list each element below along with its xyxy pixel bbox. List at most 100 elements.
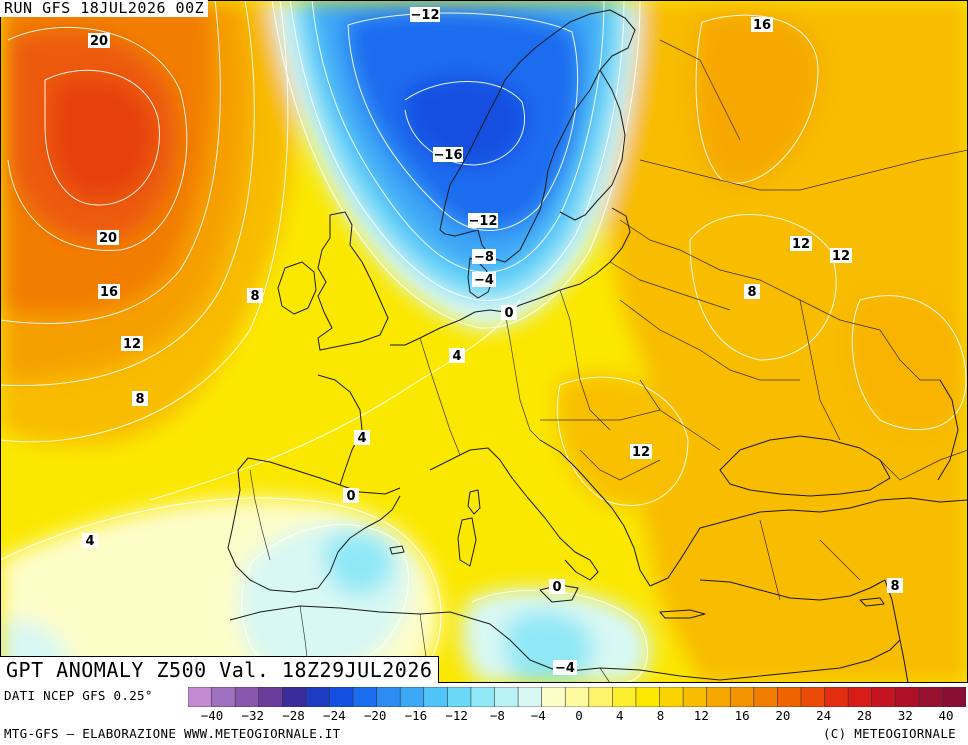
contour-label-text: 0 — [552, 580, 561, 595]
legend-tick-label: −4 — [530, 708, 546, 723]
border-8 — [619, 219, 881, 331]
legend-swatch — [706, 687, 732, 707]
coast-italy — [429, 447, 599, 581]
legend-tick-label: 20 — [775, 708, 791, 723]
contour-label-text: 8 — [747, 285, 756, 300]
legend-tick-label: 12 — [693, 708, 709, 723]
contour-label: 4 — [449, 348, 465, 364]
legend-tick-label: −20 — [363, 708, 387, 723]
field-trough-16 — [405, 76, 528, 168]
legend-swatch — [376, 687, 401, 707]
credit-line: MTG-GFS — ELABORAZIONE WWW.METEOGIORNALE… — [4, 726, 341, 741]
border-4 — [609, 261, 731, 311]
contour-label: 8 — [132, 391, 148, 407]
legend-tick-label: −12 — [445, 708, 468, 723]
border-15 — [249, 469, 271, 561]
contour-label: −12 — [468, 213, 498, 229]
field-east-16 — [694, 12, 820, 184]
contour-label: 20 — [88, 33, 110, 49]
contour-balkans — [557, 376, 689, 506]
contour-label-text: 4 — [85, 534, 94, 549]
contour-label: −4 — [553, 660, 577, 676]
contour-label-text: −16 — [434, 148, 463, 163]
coast-corsica — [467, 489, 481, 515]
contour-east-3 — [851, 295, 967, 431]
run-label: RUN GFS 18JUL2026 00Z — [0, 0, 209, 17]
contour-label-text: 0 — [504, 306, 513, 321]
contour-atlantic-1 — [44, 69, 160, 206]
contour-label: 20 — [97, 230, 119, 246]
contour-label: 8 — [744, 284, 760, 300]
contour-label-text: 12 — [632, 445, 650, 460]
contour-med-low — [471, 589, 649, 683]
legend-tick-label: 40 — [938, 708, 954, 723]
contour-label-text: 16 — [753, 18, 771, 33]
data-source: DATI NCEP GFS 0.25° — [4, 688, 153, 703]
contour-spain-low — [241, 524, 409, 673]
contour-label: 12 — [630, 444, 652, 460]
anomaly-field — [0, 0, 968, 683]
contour-zero-spain — [0, 497, 442, 683]
coast-iberia — [227, 457, 401, 593]
contour-east-1 — [695, 14, 819, 184]
legend-swatch — [564, 687, 590, 707]
border-3 — [559, 289, 611, 431]
contour-trough-1 — [404, 81, 526, 166]
legend-tick-label: 24 — [816, 708, 832, 723]
field-east-ukraine — [851, 294, 968, 430]
border-2 — [419, 337, 461, 456]
contour-label-text: 4 — [452, 349, 461, 364]
legend-tick-label: 16 — [734, 708, 750, 723]
coast-finland — [559, 69, 626, 221]
anomaly-map: 20 20 16 12 8 4 8 −12 −16 −12 −8 −4 0 4 … — [0, 0, 968, 683]
legend-swatch — [847, 687, 873, 707]
legend-swatch — [918, 687, 944, 707]
contour-label-text: 20 — [90, 34, 108, 49]
copyright: (C) METEOGIORNALE — [822, 726, 956, 741]
legend-swatch — [423, 687, 449, 707]
contour-atlantic-5 — [0, 0, 289, 443]
contour-label-text: −4 — [474, 273, 494, 288]
border-12 — [659, 39, 741, 141]
coast-norway — [439, 9, 636, 231]
legend-tick-label: 0 — [575, 708, 583, 723]
legend-swatch — [234, 687, 260, 707]
contour-label: −12 — [410, 7, 440, 23]
coast-sardinia — [457, 517, 477, 567]
contour-east-2 — [689, 214, 837, 361]
contour-label-text: −12 — [469, 214, 498, 229]
legend-swatch — [258, 687, 284, 707]
border-6 — [639, 379, 721, 451]
legend-tick-label: 4 — [616, 708, 624, 723]
legend-tick-label: −28 — [282, 708, 305, 723]
map-title: GPT ANOMALY Z500 Val. 18Z29JUL2026 — [0, 656, 440, 683]
coast-france — [317, 309, 506, 495]
contour-label-text: 4 — [357, 431, 366, 446]
legend-swatch — [777, 687, 802, 707]
contour-trough-3 — [311, 0, 605, 273]
legend-swatch — [470, 687, 496, 707]
coast-cyprus — [859, 597, 885, 607]
field-spain-neg4 — [324, 531, 393, 595]
legend-swatch — [447, 687, 472, 707]
coast-denmark — [467, 257, 493, 299]
coast-levant — [884, 579, 909, 683]
legend-swatch — [588, 687, 614, 707]
contour-label-text: −12 — [411, 8, 440, 23]
contour-atlantic-2 — [7, 26, 188, 251]
legend-swatch — [800, 687, 826, 707]
border-11 — [639, 149, 968, 191]
contour-label: 16 — [751, 17, 773, 33]
legend-tick-label: −32 — [241, 708, 265, 723]
contour-label-text: 8 — [890, 579, 899, 594]
border-1 — [504, 311, 541, 441]
contour-label: 0 — [501, 305, 517, 321]
coast-crete — [659, 609, 706, 619]
coast-blacksea — [719, 435, 891, 497]
contour-label-text: 20 — [99, 231, 117, 246]
border-10 — [879, 329, 940, 381]
coast-sweden — [439, 69, 601, 263]
legend-swatch — [517, 687, 543, 707]
legend-swatch — [753, 687, 779, 707]
coast-africa — [229, 605, 901, 681]
